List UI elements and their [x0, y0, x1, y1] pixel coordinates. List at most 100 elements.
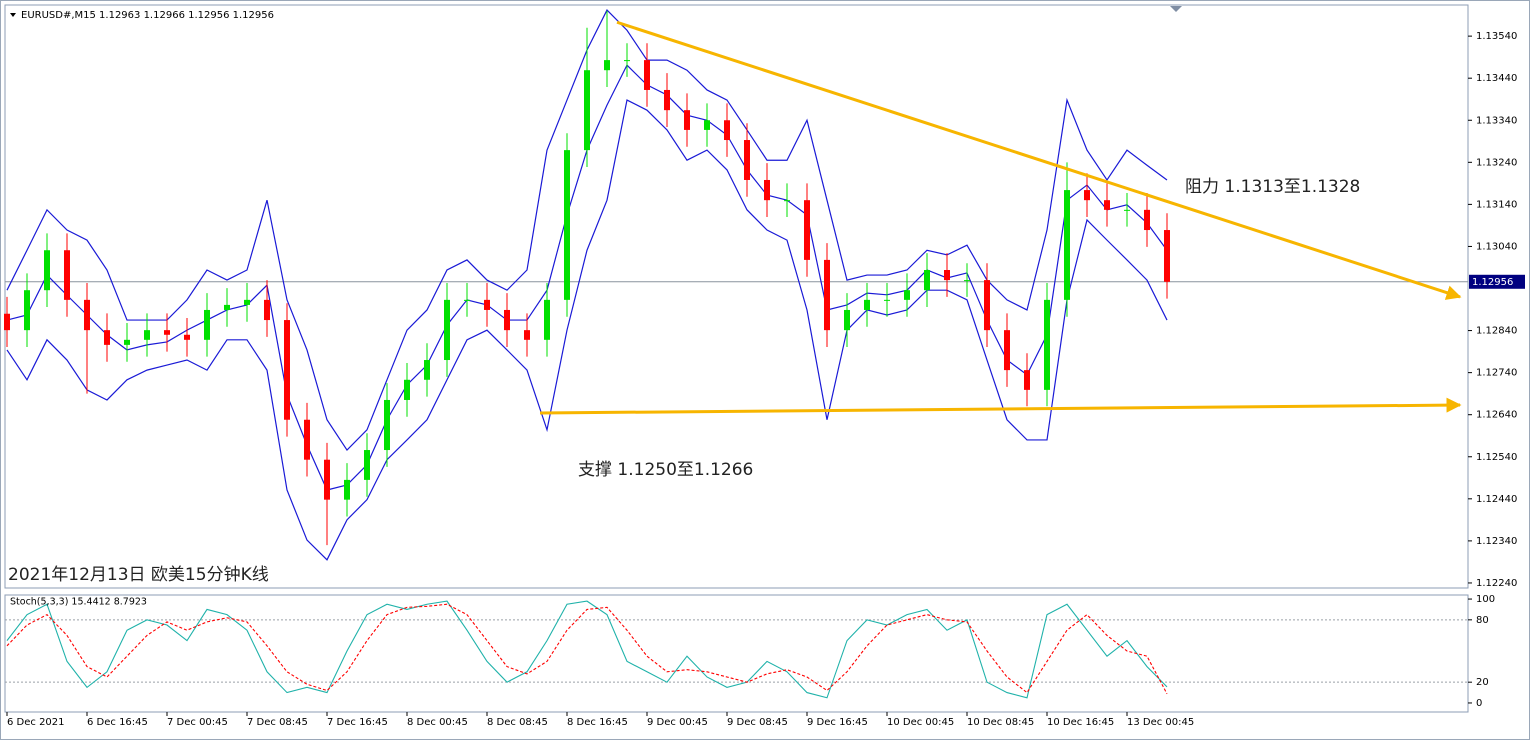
candle-body — [24, 290, 30, 331]
candle-body — [1104, 200, 1110, 210]
candle-body — [384, 399, 390, 451]
x-tick-label: 6 Dec 16:45 — [87, 717, 148, 728]
candle-body — [144, 330, 150, 340]
candle-body — [924, 270, 930, 291]
y-tick-label: 1.12440 — [1476, 494, 1517, 505]
candle-body — [744, 140, 750, 180]
candle-body — [764, 179, 770, 201]
candle-body — [724, 120, 730, 141]
candle-body — [264, 299, 270, 321]
y-tick-label: 1.13040 — [1476, 241, 1517, 252]
candle-body — [204, 309, 210, 340]
x-tick-label: 9 Dec 08:45 — [727, 717, 788, 728]
candle-body — [84, 299, 90, 331]
y-tick-label: 1.13540 — [1476, 31, 1517, 42]
x-tick-label: 8 Dec 08:45 — [487, 717, 548, 728]
candle-body — [284, 320, 290, 420]
candle-body — [164, 330, 170, 335]
stoch-line — [6, 600, 1168, 699]
candle-body — [804, 200, 810, 260]
y-tick-label: 1.13440 — [1476, 73, 1517, 84]
x-tick-label: 10 Dec 16:45 — [1047, 717, 1114, 728]
date-note: 2021年12月13日 欧美15分钟K线 — [8, 565, 269, 585]
y-tick-label: 1.12340 — [1476, 536, 1517, 547]
candle-body — [404, 379, 410, 400]
stoch-line — [6, 603, 1168, 695]
x-tick-label: 7 Dec 00:45 — [167, 717, 228, 728]
candle-body — [1084, 190, 1090, 201]
candle-body — [124, 339, 130, 345]
resistance-note: 阻力 1.1313至1.1328 — [1185, 177, 1360, 197]
candle-body — [1024, 370, 1030, 390]
shift-marker — [1170, 6, 1182, 12]
candle-body — [344, 479, 350, 500]
candle-body — [684, 110, 690, 130]
y-tick-label: 80 — [1476, 615, 1489, 626]
candle-body — [224, 304, 230, 310]
x-tick-label: 10 Dec 00:45 — [887, 717, 954, 728]
candle-body — [4, 313, 10, 331]
candle-body — [504, 309, 510, 331]
candle-body — [1164, 230, 1170, 282]
candle-body — [244, 299, 250, 305]
candle-body — [484, 299, 490, 310]
x-tick-label: 7 Dec 16:45 — [327, 717, 388, 728]
candle-body — [644, 60, 650, 90]
candle-body — [1144, 209, 1150, 231]
candle-body — [104, 330, 110, 345]
x-tick-label: 6 Dec 2021 — [7, 717, 65, 728]
candle-body — [524, 330, 530, 340]
y-tick-label: 1.12240 — [1476, 578, 1517, 589]
trendline — [616, 20, 1462, 300]
y-tick-label: 1.12540 — [1476, 452, 1517, 463]
candle-body — [364, 450, 370, 480]
candle-body — [984, 280, 990, 331]
candle-body — [444, 299, 450, 361]
x-tick-label: 7 Dec 08:45 — [247, 717, 308, 728]
current-price-box — [1469, 274, 1525, 289]
candle-body — [324, 459, 330, 500]
candle-body — [964, 280, 970, 282]
candle-body — [904, 290, 910, 300]
candle-body — [704, 120, 710, 130]
candle-body — [584, 70, 590, 151]
current-price-label: 1.12956 — [1472, 277, 1513, 288]
x-tick-label: 9 Dec 16:45 — [807, 717, 868, 728]
stoch-title: Stoch(5,3,3) 15.4412 8.7923 — [10, 597, 147, 608]
y-tick-label: 1.12840 — [1476, 326, 1517, 337]
stoch-plot-frame — [4, 594, 1469, 713]
x-tick-label: 9 Dec 00:45 — [647, 717, 708, 728]
candle-body — [44, 250, 50, 291]
candle-body — [184, 334, 190, 340]
candle-body — [544, 299, 550, 340]
trendline — [539, 397, 1462, 415]
main-title: EURUSD#,M15 1.12963 1.12966 1.12956 1.12… — [21, 10, 274, 21]
candle-body — [1044, 299, 1050, 390]
y-tick-label: 20 — [1476, 677, 1489, 688]
candle-body — [884, 299, 890, 301]
candle-body — [1124, 209, 1130, 211]
candle-body — [664, 89, 670, 111]
bollinger-lower — [6, 99, 1168, 561]
candle-body — [64, 250, 70, 300]
support-note: 支撑 1.1250至1.1266 — [578, 460, 753, 480]
menu-arrow — [10, 13, 16, 17]
candle-body — [304, 419, 310, 460]
x-tick-label: 8 Dec 00:45 — [407, 717, 468, 728]
y-tick-label: 1.13340 — [1476, 115, 1517, 126]
x-tick-label: 10 Dec 08:45 — [967, 717, 1034, 728]
main-plot-frame — [4, 4, 1469, 589]
y-tick-label: 1.13140 — [1476, 199, 1517, 210]
candle-body — [844, 309, 850, 331]
y-tick-label: 0 — [1476, 698, 1482, 709]
candle-body — [604, 60, 610, 71]
x-tick-label: 8 Dec 16:45 — [567, 717, 628, 728]
candle-body — [1064, 190, 1070, 300]
candle-body — [824, 259, 830, 331]
y-tick-label: 1.12640 — [1476, 410, 1517, 421]
candle-body — [564, 150, 570, 300]
candle-body — [424, 360, 430, 380]
candle-body — [944, 270, 950, 281]
